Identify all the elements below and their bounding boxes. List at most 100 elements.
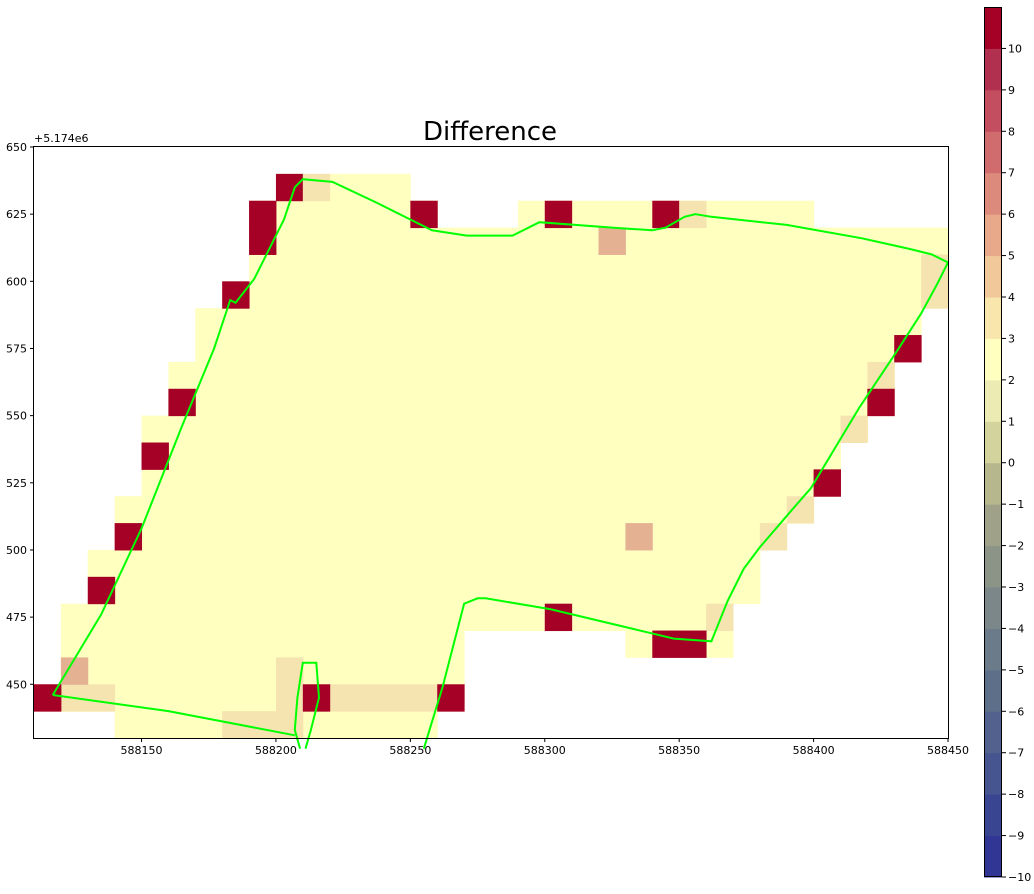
colorbar-tick-label: 4 [1008, 291, 1015, 304]
colorbar-tick-label: −4 [1008, 622, 1024, 635]
y-tick-label: 525 [6, 477, 27, 490]
colorbar-segment [984, 131, 1002, 174]
colorbar-segment [984, 89, 1002, 132]
heatmap-cell [867, 388, 895, 417]
colorbar-segment [984, 214, 1002, 257]
heatmap-row [87, 549, 761, 578]
colorbar-tick-label: −10 [1008, 871, 1031, 884]
boundary-inner-line [293, 661, 321, 749]
heatmap-row [114, 523, 788, 551]
colorbar-tick-label: 10 [1008, 42, 1022, 55]
boundary-bottom-line [52, 694, 295, 737]
x-tick-label: 588450 [927, 744, 969, 757]
colorbar-tick-label: −8 [1008, 788, 1024, 801]
x-tick-label: 588350 [658, 744, 700, 757]
colorbar-segment [984, 587, 1002, 629]
colorbar-segment [984, 255, 1002, 298]
heatmap-row [195, 308, 922, 336]
colorbar-tick-label: −9 [1008, 830, 1024, 843]
heatmap-cell [598, 227, 626, 255]
heatmap-cell [249, 200, 277, 229]
colorbar-tick-label: 8 [1008, 125, 1015, 138]
colorbar-tick-label: 3 [1008, 332, 1015, 345]
heatmap-cell [141, 442, 169, 470]
heatmap-cell [625, 523, 653, 551]
heatmap-cell-edge [410, 684, 438, 712]
chart-title: Difference [423, 117, 557, 147]
colorbar-segment [984, 297, 1002, 339]
colorbar-segment [984, 7, 1002, 49]
colorbar-segment [984, 172, 1002, 215]
colorbar-segment [984, 338, 1002, 381]
heatmap-row [60, 630, 465, 658]
colorbar-tick-label: −6 [1008, 705, 1024, 718]
colorbar-segment [984, 379, 1002, 422]
colorbar-segment [984, 835, 1002, 878]
colorbar-tick-label: 2 [1008, 374, 1015, 387]
colorbar-tick-label: 7 [1008, 167, 1015, 180]
colorbar-segment [984, 48, 1002, 91]
plot-frame [33, 146, 949, 739]
x-tick-label: 588150 [121, 744, 163, 757]
heatmap-cell-edge [275, 657, 304, 685]
x-axis: 588150 588200 588250 588300 588350 588400 5884… [121, 738, 969, 757]
heatmap-row [141, 442, 841, 470]
boundary-line [51, 178, 950, 749]
heatmap-row [168, 388, 895, 417]
heatmap-cell [813, 469, 841, 497]
heatmap-cell-edge [383, 684, 411, 712]
heatmap-cell-edge [706, 603, 734, 632]
heatmap-cell [410, 200, 438, 229]
heatmap-row [60, 603, 734, 632]
heatmap-cell [652, 200, 680, 229]
boundary-outline [51, 178, 950, 749]
y-tick-label: 550 [6, 410, 27, 423]
y-tick-label: 500 [6, 544, 27, 557]
y-tick-label: 475 [6, 611, 27, 624]
heatmap-cell-edge [249, 711, 277, 739]
heatmap-row [249, 200, 438, 229]
y-tick-label: 600 [6, 275, 27, 288]
colorbar-tick-label: 1 [1008, 415, 1015, 428]
colorbar-tick-label: 9 [1008, 84, 1015, 97]
heatmap-cell [275, 173, 304, 202]
y-tick-label: 625 [6, 208, 27, 221]
heatmap-cell-edge [759, 523, 788, 551]
y-tick-label: 450 [6, 678, 27, 691]
heatmap-row [249, 254, 949, 282]
heatmap-row [141, 469, 841, 497]
colorbar-tick-label: −7 [1008, 747, 1024, 760]
x-tick-label: 588400 [793, 744, 835, 757]
colorbar-segment [984, 752, 1002, 795]
colorbar-tick-label: −2 [1008, 540, 1024, 553]
heatmap-row [141, 415, 868, 443]
colorbar-tick-label: 5 [1008, 250, 1015, 263]
heatmap-cell-edge [356, 684, 384, 712]
heatmap-cell-edge [329, 684, 358, 712]
x-tick-label: 588300 [524, 744, 566, 757]
colorbar-tick-label: −1 [1008, 498, 1024, 511]
colorbar-segment [984, 628, 1002, 671]
y-tick-label: 575 [6, 342, 27, 355]
y-tick-label: 650 [6, 141, 27, 154]
y-axis: 450 475 500 525 550 575 600 625 650 [6, 141, 34, 691]
heatmap-cell [544, 603, 573, 632]
colorbar-segment [984, 669, 1002, 712]
colorbar-tick-label: −5 [1008, 664, 1024, 677]
colorbar-segment [984, 421, 1002, 464]
heatmap-cell [222, 281, 250, 309]
heatmap-cell-edge [87, 684, 116, 712]
colorbar-segment [984, 545, 1002, 588]
colorbar-tick-label: −3 [1008, 581, 1024, 594]
colorbar-tick-label: 6 [1008, 208, 1015, 221]
heatmap-cell [249, 227, 277, 255]
heatmap-row [195, 335, 922, 363]
heatmap-row [60, 657, 465, 685]
heatmap-cell-edge [921, 254, 949, 282]
heatmap-cell [60, 657, 89, 685]
colorbar-segment [984, 462, 1002, 505]
heatmap-row [114, 496, 815, 524]
